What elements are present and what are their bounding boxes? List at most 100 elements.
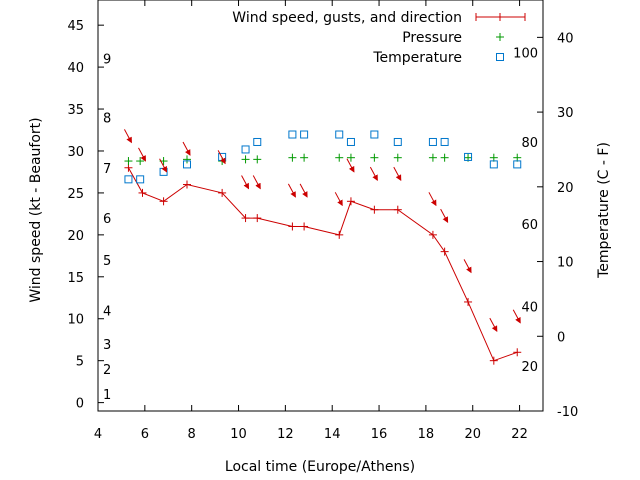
pressure-point (241, 155, 250, 164)
y-left-tick-label: 35 (67, 103, 84, 118)
temperature-point (183, 160, 191, 169)
beaufort-label: 4 (103, 304, 111, 319)
temperature-point (241, 145, 250, 154)
y-left-axis-title: Wind speed (kt - Beaufort) (28, 117, 44, 302)
wind-direction-arrow (287, 183, 296, 198)
x-tick-label: 10 (230, 427, 247, 442)
wind-speed-point (241, 214, 250, 223)
beaufort-label: 2 (103, 363, 111, 378)
x-axis-title: Local time (Europe/Athens) (225, 459, 415, 475)
wind-direction-arrow (463, 259, 472, 274)
wind-direction-arrow (252, 175, 261, 190)
wind-direction-arrow (241, 175, 250, 190)
wind-direction-arrow (393, 166, 402, 182)
y-left-axis-ticks: 0 5 10 15 20 25 30 35 40 45 (67, 19, 104, 412)
pressure-point (428, 153, 437, 162)
pressure-point (136, 157, 145, 166)
wind-direction-arrow (428, 192, 437, 207)
beaufort-label: 9 (103, 53, 111, 68)
wind-speed-point (300, 222, 309, 231)
wind-speed-point (440, 247, 449, 256)
temperature-point (335, 130, 344, 139)
legend-label: Temperature (372, 50, 462, 66)
beaufort-label: 8 (103, 111, 111, 126)
y-right-tick-label: 30 (557, 106, 574, 121)
legend: Wind speed, gusts, and direction Pressure… (232, 10, 526, 66)
wind-direction-arrows (124, 129, 521, 333)
temperature-point (428, 137, 437, 146)
legend-sample-marker (496, 53, 504, 61)
legend-label: Wind speed, gusts, and direction (232, 10, 462, 26)
wind-speed-point (253, 214, 262, 223)
beaufort-label: 5 (103, 254, 111, 269)
beaufort-label: 3 (103, 338, 111, 353)
y-left-tick-label: 40 (67, 61, 84, 76)
temperature-point (346, 137, 355, 146)
wind-direction-arrow (512, 309, 521, 324)
temperature-point (393, 137, 402, 146)
wind-direction-arrow (440, 208, 449, 223)
series-layer (124, 130, 522, 365)
fahrenheit-labels: 20 40 60 80 100 (513, 46, 538, 375)
beaufort-label: 6 (103, 212, 111, 227)
wind-speed-point (138, 188, 147, 197)
pressure-point (393, 153, 402, 162)
x-tick-label: 14 (324, 427, 341, 442)
wind-direction-arrow (182, 141, 191, 156)
y-right-tick-label: 20 (557, 181, 574, 196)
y-right-axis-ticks: -10 0 10 20 30 40 (537, 31, 578, 420)
y-left-tick-label: 20 (67, 229, 84, 244)
beaufort-label: 7 (103, 162, 111, 177)
wind-direction-arrow (138, 147, 146, 162)
temperature-point (513, 160, 522, 169)
pressure-point (370, 153, 379, 162)
temperature-point (136, 175, 145, 184)
fahrenheit-label: 60 (521, 218, 538, 233)
y-right-tick-label: 0 (557, 330, 565, 345)
legend-label: Pressure (402, 30, 462, 46)
wind-direction-arrow (124, 129, 132, 144)
temperature-point (440, 137, 449, 146)
wind-speed-point (346, 197, 355, 206)
x-tick-label: 6 (141, 427, 149, 442)
wind-direction-arrow (159, 158, 168, 173)
temperature-point (489, 160, 498, 169)
pressure-point (288, 153, 297, 162)
legend-sample-marker (496, 13, 504, 21)
temperature-point (124, 175, 133, 184)
pressure-point (183, 155, 191, 164)
x-tick-label: 20 (464, 427, 481, 442)
x-axis-ticks: 4 6 8 10 12 14 16 18 20 22 (94, 0, 528, 442)
wind-speed-point (124, 163, 133, 172)
y-left-tick-label: 15 (67, 271, 84, 286)
pressure-point (440, 153, 449, 162)
plot-frame (97, 0, 544, 412)
y-left-tick-label: 0 (76, 397, 84, 412)
fahrenheit-label: 20 (521, 360, 538, 375)
wind-direction-arrow (346, 158, 355, 173)
temperature-point (159, 167, 168, 176)
y-left-tick-label: 30 (67, 145, 84, 160)
pressure-point (489, 153, 498, 162)
wind-speed-point (464, 297, 473, 306)
temperature-point (253, 137, 262, 146)
wind-speed-point (183, 180, 191, 189)
wind-speed-point (159, 197, 168, 206)
temperature-point (464, 152, 473, 161)
x-tick-label: 22 (511, 427, 528, 442)
beaufort-labels: 1 2 3 4 5 6 7 8 9 (103, 53, 111, 404)
y-left-tick-label: 10 (67, 313, 84, 328)
wind-speed-point (218, 188, 227, 197)
x-tick-label: 4 (94, 427, 102, 442)
legend-sample-marker (496, 33, 504, 41)
y-left-tick-label: 45 (67, 19, 84, 34)
y-right-tick-label: 10 (557, 256, 574, 271)
y-right-tick-label: 40 (557, 31, 574, 46)
x-tick-label: 18 (418, 427, 435, 442)
pressure-point (346, 153, 355, 162)
temperature-point (370, 130, 379, 139)
wind-direction-arrow (369, 166, 378, 182)
wind-direction-arrow (217, 150, 226, 165)
wind-speed-point (489, 356, 498, 365)
